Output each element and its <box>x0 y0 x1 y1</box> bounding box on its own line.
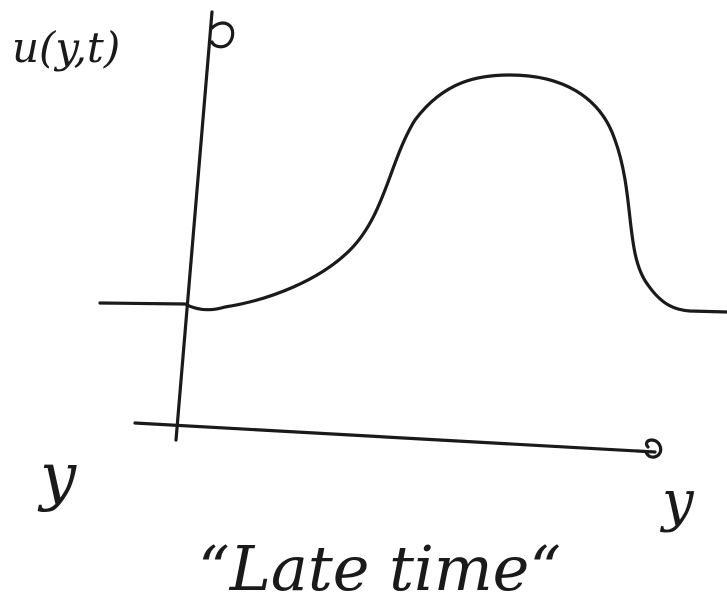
axis-end-mark <box>646 440 661 457</box>
sketch: u(y,t) y y “Late time“ <box>0 0 727 608</box>
x-axis-label: y <box>659 469 695 534</box>
horizontal-axis <box>135 423 655 452</box>
caption: “Late time“ <box>198 532 561 605</box>
page: {"y_axis_label": "u(y,t)", "left_label":… <box>0 0 727 608</box>
left-label: y <box>37 440 77 514</box>
vertical-axis <box>176 12 212 440</box>
y-axis-label: u(y,t) <box>12 23 120 72</box>
axis-arrow <box>212 23 233 47</box>
curve <box>100 75 727 312</box>
